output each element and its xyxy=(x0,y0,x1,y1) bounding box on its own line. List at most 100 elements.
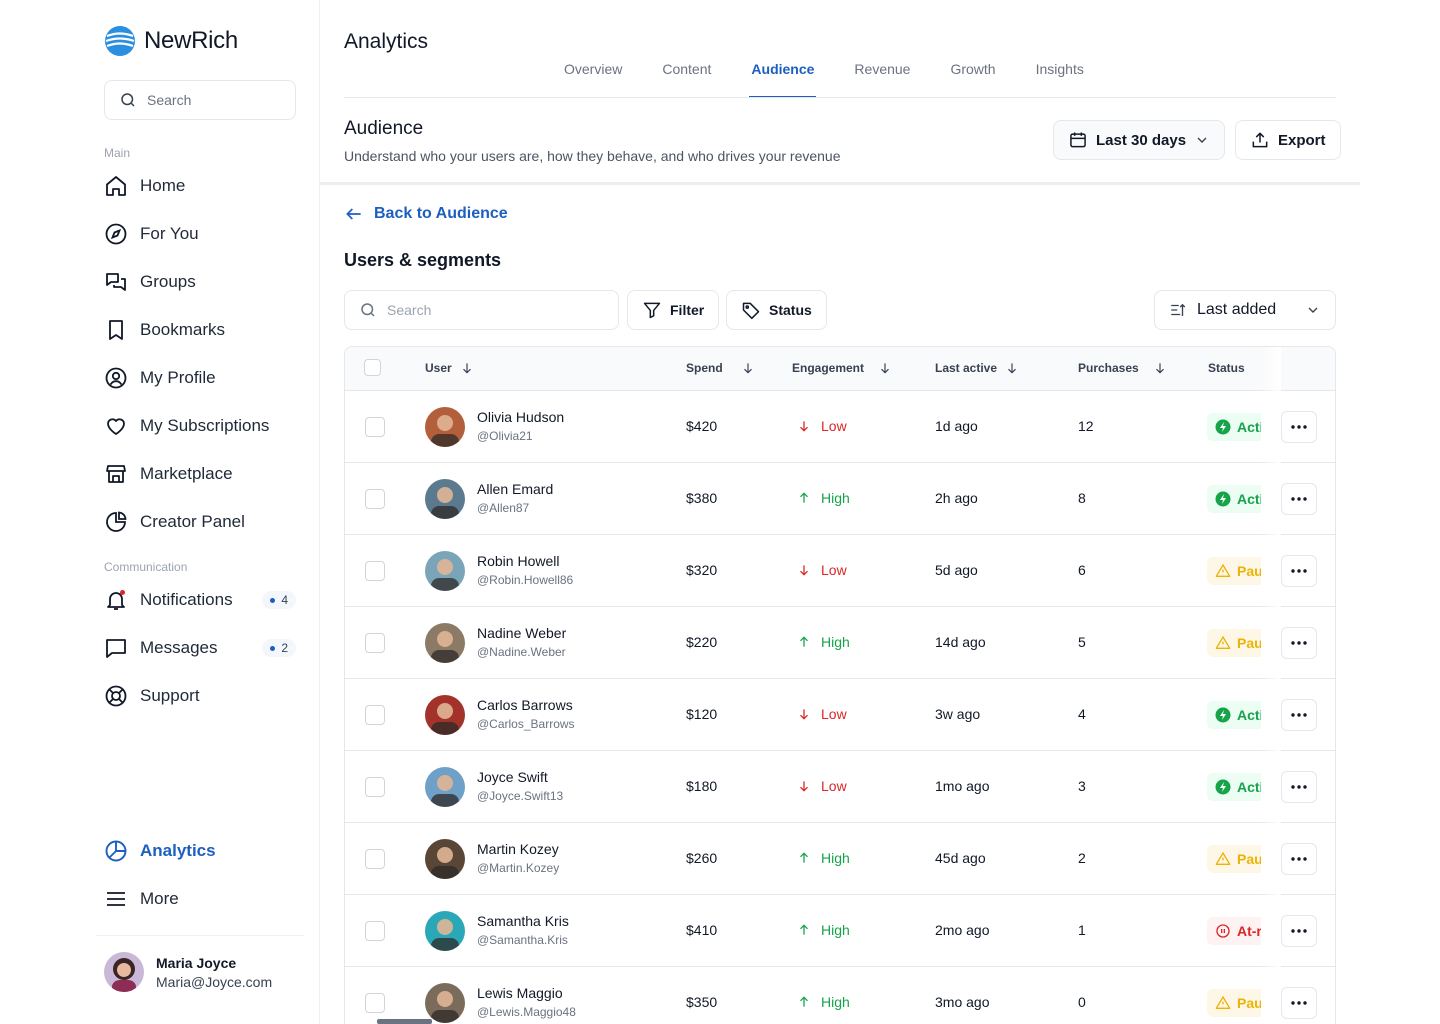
user-handle: @Carlos_Barrows xyxy=(477,717,575,731)
warning-icon xyxy=(1215,636,1231,649)
column-header-engagement[interactable]: Engagement xyxy=(792,361,892,375)
sidebar-item-marketplace[interactable]: Marketplace xyxy=(104,458,304,490)
horizontal-scrollbar[interactable] xyxy=(377,1019,432,1024)
row-checkbox[interactable] xyxy=(365,417,385,437)
column-header-status[interactable]: Status xyxy=(1208,361,1245,375)
users-table: User Spend Engagement Last active Purcha… xyxy=(344,346,1336,1024)
row-actions-button[interactable] xyxy=(1281,699,1317,731)
sidebar-item-support[interactable]: Support xyxy=(104,680,304,712)
user-name: Maria Joyce xyxy=(156,954,237,971)
status-cell: Active xyxy=(1207,699,1261,731)
row-actions-button[interactable] xyxy=(1281,627,1317,659)
status-cell: At-risk xyxy=(1207,915,1261,947)
bell-icon xyxy=(104,588,128,612)
sidebar-item-home[interactable]: Home xyxy=(104,170,304,202)
list-title: Users & segments xyxy=(344,250,502,270)
tab-overview[interactable]: Overview xyxy=(564,61,623,77)
sidebar-item-creator-panel[interactable]: Creator Panel xyxy=(104,506,304,538)
section-subtitle: Understand who your users are, how they … xyxy=(344,148,841,164)
tag-icon xyxy=(742,302,760,320)
tab-growth[interactable]: Growth xyxy=(950,61,996,77)
row-checkbox[interactable] xyxy=(365,849,385,869)
row-checkbox[interactable] xyxy=(365,705,385,725)
status-badge: At-risk xyxy=(1207,917,1261,945)
status-filter-button[interactable]: Status xyxy=(726,290,827,330)
spend-cell: $180 xyxy=(686,778,718,794)
back-link-label: Back to Audience xyxy=(374,205,508,222)
status-badge: Active xyxy=(1207,485,1261,513)
spend-cell: $320 xyxy=(686,562,718,578)
row-checkbox[interactable] xyxy=(365,633,385,653)
tab-insights[interactable]: Insights xyxy=(1035,61,1084,77)
purchases-cell: 3 xyxy=(1078,778,1086,794)
sidebar-item-notifications[interactable]: Notifications 4 xyxy=(104,584,304,616)
table-row[interactable]: Samantha Kris @Samantha.Kris $410 High 2… xyxy=(345,895,1335,967)
table-search-input[interactable] xyxy=(387,302,587,318)
sidebar-search[interactable]: Search xyxy=(104,80,296,120)
row-checkbox[interactable] xyxy=(365,777,385,797)
sidebar-item-my-subscriptions[interactable]: My Subscriptions xyxy=(104,410,304,442)
purchases-cell: 1 xyxy=(1078,922,1086,938)
filter-label: Filter xyxy=(670,302,705,318)
status-cell: Paused xyxy=(1207,987,1261,1019)
tab-audience[interactable]: Audience xyxy=(731,52,834,98)
table-row[interactable]: Nadine Weber @Nadine.Weber $220 High 14d… xyxy=(345,607,1335,679)
brand-logo[interactable]: NewRich xyxy=(104,25,238,57)
table-search[interactable] xyxy=(344,290,619,330)
sidebar-item-more[interactable]: More xyxy=(104,883,304,915)
column-header-user[interactable]: User xyxy=(425,361,474,375)
arrow-up-icon xyxy=(800,996,808,1007)
sidebar-item-bookmarks[interactable]: Bookmarks xyxy=(104,314,304,346)
column-header-last-active[interactable]: Last active xyxy=(935,361,1019,375)
heart-icon xyxy=(104,414,128,438)
back-to-audience-link[interactable]: Back to Audience xyxy=(344,204,508,224)
tab-revenue[interactable]: Revenue xyxy=(854,61,911,77)
table-row[interactable]: Carlos Barrows @Carlos_Barrows $120 Low … xyxy=(345,679,1335,751)
avatar xyxy=(425,911,465,951)
row-actions-button[interactable] xyxy=(1281,843,1317,875)
sort-select[interactable]: Last added xyxy=(1154,290,1336,330)
row-checkbox[interactable] xyxy=(365,489,385,509)
row-actions-button[interactable] xyxy=(1281,555,1317,587)
sidebar-item-messages[interactable]: Messages 2 xyxy=(104,632,304,664)
column-header-purchases[interactable]: Purchases xyxy=(1078,361,1167,375)
row-checkbox[interactable] xyxy=(365,993,385,1013)
table-row[interactable]: Martin Kozey @Martin.Kozey $260 High 45d… xyxy=(345,823,1335,895)
row-actions-button[interactable] xyxy=(1281,483,1317,515)
spend-cell: $420 xyxy=(686,418,718,434)
upload-icon xyxy=(1252,132,1268,148)
sidebar-item-for-you[interactable]: For You xyxy=(104,218,304,250)
date-range-button[interactable]: Last 30 days xyxy=(1053,120,1226,160)
row-checkbox[interactable] xyxy=(365,561,385,581)
current-user[interactable]: Maria Joyce Maria@Joyce.com xyxy=(104,952,272,992)
more-horizontal-icon xyxy=(1291,857,1307,861)
notifications-count-badge: 4 xyxy=(262,591,296,609)
table-row[interactable]: Joyce Swift @Joyce.Swift13 $180 Low 1mo … xyxy=(345,751,1335,823)
status-label: Paused xyxy=(1237,563,1261,579)
tab-content[interactable]: Content xyxy=(662,61,712,77)
arrow-down-icon xyxy=(800,421,808,432)
select-all-checkbox[interactable] xyxy=(364,359,381,376)
sidebar-item-analytics[interactable]: Analytics xyxy=(104,835,304,867)
filter-button[interactable]: Filter xyxy=(627,290,720,330)
sidebar-item-groups[interactable]: Groups xyxy=(104,266,304,298)
row-actions-button[interactable] xyxy=(1281,771,1317,803)
table-row[interactable]: Allen Emard @Allen87 $380 High 2h ago 8 … xyxy=(345,463,1335,535)
page-title: Analytics xyxy=(344,30,429,53)
row-actions-button[interactable] xyxy=(1281,915,1317,947)
row-checkbox[interactable] xyxy=(365,921,385,941)
table-row[interactable]: Robin Howell @Robin.Howell86 $320 Low 5d… xyxy=(345,535,1335,607)
export-button[interactable]: Export xyxy=(1235,120,1341,160)
table-row[interactable]: Olivia Hudson @Olivia21 $420 Low 1d ago … xyxy=(345,391,1335,463)
row-actions-button[interactable] xyxy=(1281,987,1317,1019)
column-header-spend[interactable]: Spend xyxy=(686,361,755,375)
status-label: Active xyxy=(1237,419,1261,435)
status-label: Paused xyxy=(1237,635,1261,651)
table-row[interactable]: Lewis Maggio @Lewis.Maggio48 $350 High 3… xyxy=(345,967,1335,1024)
more-horizontal-icon xyxy=(1291,1001,1307,1005)
sidebar-item-my-profile[interactable]: My Profile xyxy=(104,362,304,394)
sidebar-item-label: My Profile xyxy=(140,368,216,387)
engagement-cell: High xyxy=(797,850,850,866)
row-actions-button[interactable] xyxy=(1281,411,1317,443)
sidebar-item-label: Marketplace xyxy=(140,464,233,483)
